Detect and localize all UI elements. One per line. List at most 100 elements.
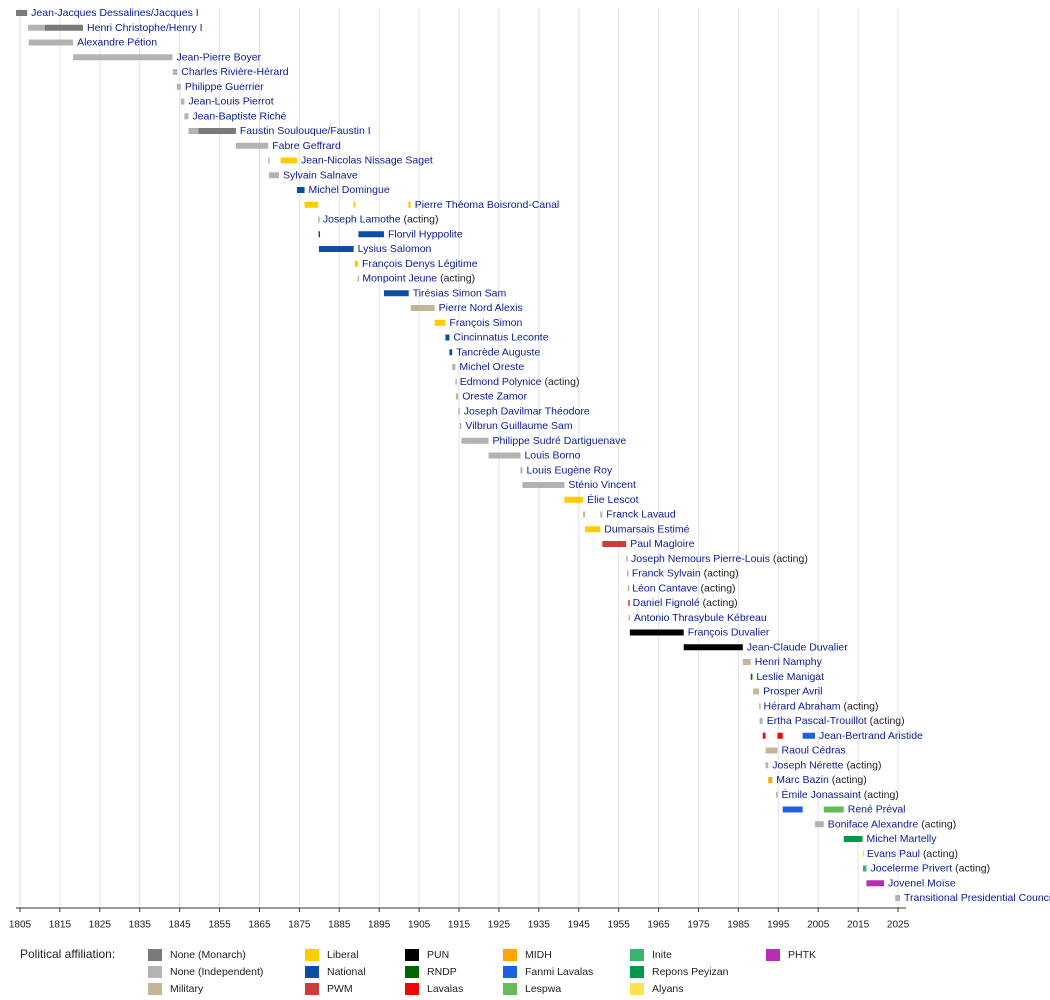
president-label: Fabre Geffrard xyxy=(272,140,341,152)
term-bar xyxy=(445,334,450,341)
legend-swatch xyxy=(503,949,517,961)
president-name: Antonio Thrasybule Kébreau xyxy=(634,612,767,624)
legend-swatch xyxy=(630,949,644,961)
legend-label: Lavalas xyxy=(427,983,463,995)
president-name: Philippe Guerrier xyxy=(185,81,264,93)
term-bar xyxy=(235,142,269,149)
term-bar xyxy=(862,865,867,872)
president-name: Sténio Vincent xyxy=(568,479,636,491)
president-name: Franck Lavaud xyxy=(606,508,676,520)
term-bar xyxy=(823,806,844,813)
term-bar xyxy=(268,157,270,164)
x-tick-label: 1985 xyxy=(727,920,750,931)
president-label: Sylvain Salnave xyxy=(283,169,358,181)
president-label: Joseph Nemours Pierre-Louis (acting) xyxy=(631,553,808,565)
x-tick-label: 1895 xyxy=(368,920,391,931)
president-label: Henri Christophe/Henry I xyxy=(87,22,203,34)
term-bar xyxy=(768,777,773,783)
president-label: Vilbrun Guillaume Sam xyxy=(465,420,572,432)
president-name: Joseph Lamothe xyxy=(323,213,401,225)
president-label: Henri Namphy xyxy=(755,656,823,668)
president-label: Jean-Bertrand Aristide xyxy=(819,730,923,742)
president-label: François Duvalier xyxy=(688,626,770,638)
term-bar xyxy=(802,732,816,739)
legend-swatch xyxy=(305,966,319,978)
president-name: Tancrède Auguste xyxy=(456,346,540,358)
president-name: Oreste Zamor xyxy=(462,390,527,402)
president-label: Daniel Fignolé (acting) xyxy=(633,597,738,609)
president-label: Louis Borno xyxy=(524,449,580,461)
term-bar xyxy=(626,555,628,562)
president-name: Transitional Presidential Council xyxy=(904,892,1050,904)
president-label: Lysius Salomon xyxy=(358,243,432,255)
legend-swatch xyxy=(405,966,419,978)
president-label: Tancrède Auguste xyxy=(456,346,540,358)
term-bar xyxy=(455,378,457,385)
president-name: Charles Rivière-Hérard xyxy=(181,66,289,78)
president-name: François Denys Légitime xyxy=(362,258,478,270)
president-label: Raoul Cédras xyxy=(781,744,845,756)
x-tick-label: 1965 xyxy=(647,920,670,931)
x-tick-label: 1995 xyxy=(767,920,790,931)
term-bar xyxy=(866,880,885,887)
president-name: Pierre Théoma Boisrond-Canal xyxy=(415,199,560,211)
legend-label: Liberal xyxy=(327,949,359,961)
president-name: Cincinnatus Leconte xyxy=(453,331,548,343)
president-label: Cincinnatus Leconte xyxy=(453,331,548,343)
president-name: Boniface Alexandre xyxy=(828,818,919,830)
term-bar xyxy=(843,836,863,842)
president-name: Jean-Bertrand Aristide xyxy=(819,730,923,742)
legend-swatch xyxy=(305,983,319,995)
legend-label: Inite xyxy=(652,949,672,961)
term-bar xyxy=(585,526,601,533)
term-bar xyxy=(280,157,297,164)
legend-label: PUN xyxy=(427,949,449,961)
president-label: Jocelerme Privert (acting) xyxy=(870,862,990,874)
president-name: Vilbrun Guillaume Sam xyxy=(465,420,572,432)
legend-swatch xyxy=(503,966,517,978)
term-bar xyxy=(449,349,453,356)
president-label: Joseph Nérette (acting) xyxy=(772,759,881,771)
president-name: Raoul Cédras xyxy=(781,744,845,756)
president-name: Jean-Louis Pierrot xyxy=(188,95,273,107)
term-bar xyxy=(184,113,189,120)
president-name: Joseph Davilmar Théodore xyxy=(464,405,590,417)
president-name: Pierre Nord Alexis xyxy=(439,302,523,314)
president-name: Louis Borno xyxy=(524,449,580,461)
term-bar xyxy=(452,364,456,370)
president-name: Evans Paul xyxy=(867,848,920,860)
president-name: Paul Magloire xyxy=(630,538,694,550)
x-tick-label: 2005 xyxy=(807,920,830,931)
x-tick-label: 1865 xyxy=(248,920,271,931)
president-label: Boniface Alexandre (acting) xyxy=(828,818,956,830)
president-label: Pierre Nord Alexis xyxy=(439,302,523,314)
president-label: Leslie Manigat xyxy=(756,671,824,683)
term-bar xyxy=(172,69,178,75)
x-tick-label: 2025 xyxy=(887,920,910,931)
president-label: Émile Jonassaint (acting) xyxy=(781,788,898,801)
president-label: Philippe Sudré Dartiguenave xyxy=(493,435,627,447)
president-name: Émile Jonassaint xyxy=(781,788,860,801)
term-bar xyxy=(683,644,743,651)
president-label: Paul Magloire xyxy=(630,538,694,550)
president-label: Antonio Thrasybule Kébreau xyxy=(634,612,767,624)
term-bar xyxy=(318,231,321,238)
president-label: François Simon xyxy=(449,317,522,329)
term-bar xyxy=(357,275,360,282)
legend-label: National xyxy=(327,966,366,978)
president-name: Michel Domingue xyxy=(309,184,390,196)
x-tick-label: 1845 xyxy=(169,920,192,931)
president-label: Evans Paul (acting) xyxy=(867,848,958,860)
president-note: (acting) xyxy=(870,715,905,727)
term-bar xyxy=(759,703,761,710)
president-name: Henri Christophe/Henry I xyxy=(87,22,203,34)
term-bar xyxy=(602,541,627,547)
term-bar xyxy=(895,895,901,901)
president-note: (acting) xyxy=(403,213,438,225)
president-name: François Simon xyxy=(449,317,522,329)
term-bar xyxy=(583,511,586,518)
term-bar xyxy=(628,614,631,621)
president-label: Franck Lavaud xyxy=(606,508,676,520)
term-bar xyxy=(73,54,173,61)
